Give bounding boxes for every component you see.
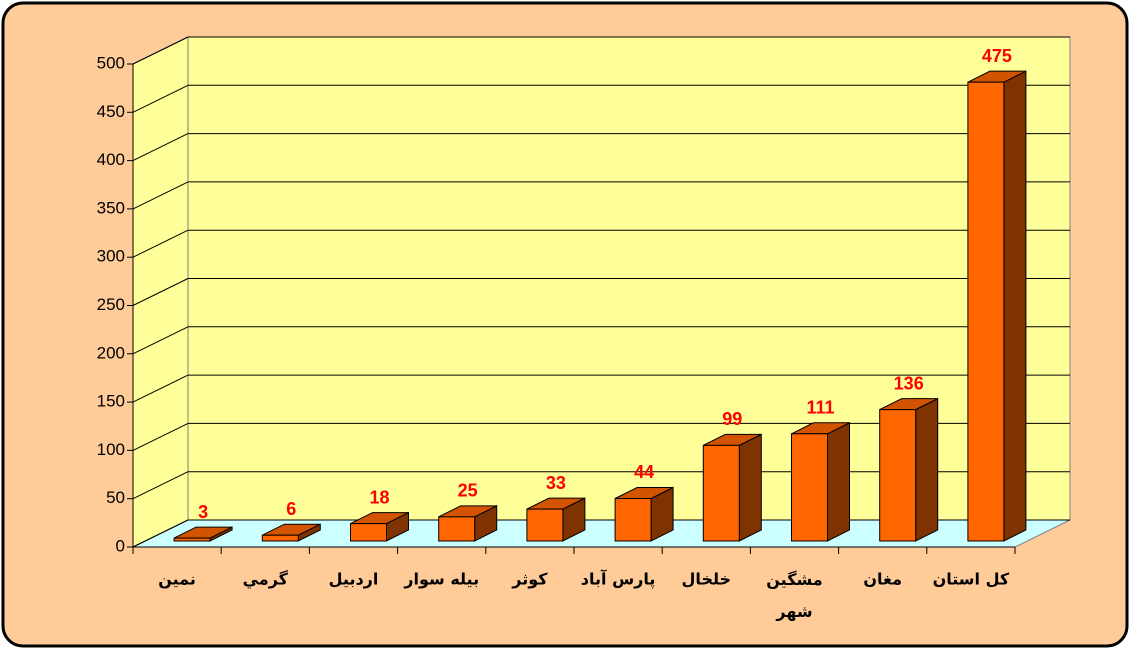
bar-side xyxy=(827,421,850,542)
bar-front xyxy=(791,433,828,542)
grid-line xyxy=(132,519,189,548)
bar-side xyxy=(1003,70,1027,542)
value-label: 136 xyxy=(894,373,924,393)
y-tick-label: 50 xyxy=(106,488,125,507)
x-tick-label: كوثر xyxy=(511,570,548,589)
value-label: 6 xyxy=(286,499,296,519)
bar xyxy=(350,511,409,542)
bar xyxy=(614,486,674,542)
grid-line xyxy=(132,278,189,306)
value-label: 44 xyxy=(634,462,654,482)
y-tick-label: 250 xyxy=(97,295,125,314)
grid-line xyxy=(132,229,189,258)
value-label: 111 xyxy=(806,398,834,418)
x-tick-label: نمين xyxy=(158,570,196,589)
bar-front xyxy=(702,444,740,542)
x-tick-label: مشگين شهر xyxy=(766,570,822,621)
bar-side xyxy=(738,433,762,542)
bar xyxy=(438,505,498,542)
value-label: 25 xyxy=(458,481,478,501)
y-tick-label: 0 xyxy=(116,536,125,555)
value-label: 33 xyxy=(546,473,566,493)
plot-area: 0 50 100 150 200 250 300 350 400 450 500 نمين 3 گرمي 6… xyxy=(97,36,1071,621)
bar-front xyxy=(967,81,1005,542)
bar-side xyxy=(915,397,939,542)
x-tick-label: كل استان xyxy=(933,570,1010,589)
x-tick-label: بيله سوار xyxy=(403,570,479,589)
bar xyxy=(173,526,233,542)
x-tick-label: پارس آباد xyxy=(581,569,656,590)
grid-line xyxy=(132,326,189,355)
value-label: 3 xyxy=(198,502,208,522)
y-tick-label: 200 xyxy=(97,343,125,362)
y-tick-label: 400 xyxy=(97,150,125,169)
grid-line xyxy=(132,181,189,210)
bar-front xyxy=(350,523,387,542)
value-label: 475 xyxy=(982,46,1012,66)
value-label: 99 xyxy=(722,409,742,429)
bar xyxy=(526,497,586,542)
y-tick-label: 350 xyxy=(97,198,125,217)
y-tick-label: 100 xyxy=(97,440,125,459)
x-tick-label: مغان xyxy=(863,570,902,589)
grid-line xyxy=(132,422,189,451)
bar-front xyxy=(614,497,652,542)
bar xyxy=(261,523,321,542)
y-tick-label: 150 xyxy=(97,392,125,411)
grid-line xyxy=(132,133,189,162)
bar-front xyxy=(879,409,917,542)
bar-front xyxy=(438,516,476,542)
grid-line xyxy=(132,471,189,500)
bar-front xyxy=(261,534,299,542)
y-tick-label: 450 xyxy=(97,102,125,121)
bar xyxy=(879,397,939,542)
x-tick-label: خلخال xyxy=(682,570,731,589)
x-tick-label: گرمي xyxy=(243,570,289,590)
grid-line xyxy=(132,36,189,65)
bar-front xyxy=(526,508,564,542)
grid-line xyxy=(132,374,189,403)
value-label: 18 xyxy=(369,487,389,507)
bar xyxy=(791,421,850,542)
y-tick-label: 500 xyxy=(97,53,125,72)
x-tick-label: اردبيل xyxy=(329,570,379,589)
bar xyxy=(967,70,1027,542)
y-tick-label: 300 xyxy=(97,247,125,266)
bar xyxy=(702,433,762,542)
grid-line xyxy=(132,84,189,113)
bar-front xyxy=(173,537,211,542)
